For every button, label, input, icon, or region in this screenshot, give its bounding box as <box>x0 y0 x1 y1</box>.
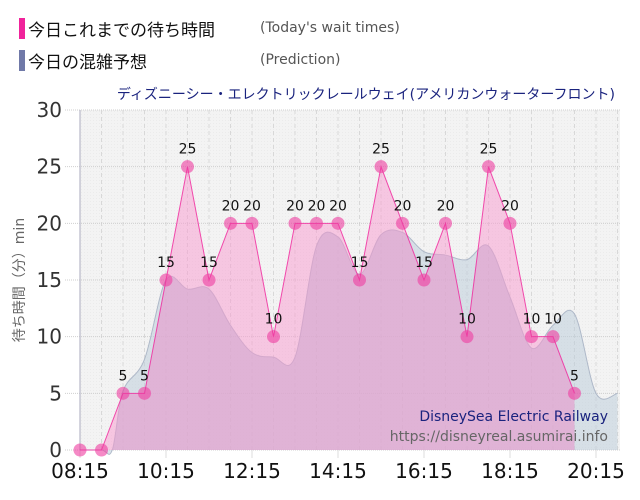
legend-item-prediction[interactable]: 今日の混雑予想 (Prediction) <box>19 49 341 73</box>
data-label: 10 <box>544 312 562 328</box>
data-point <box>159 273 173 287</box>
data-label: 15 <box>200 255 218 271</box>
watermark-title: DisneySea Electric Railway <box>419 409 608 425</box>
legend-label-prediction: 今日の混雑予想 <box>28 52 147 73</box>
x-tick-label: 18:15 <box>481 459 539 483</box>
data-label: 5 <box>119 368 128 384</box>
x-tick-label: 14:15 <box>309 459 367 483</box>
data-label: 5 <box>140 368 149 384</box>
legend-label-today: 今日これまでの待ち時間 <box>28 20 215 41</box>
data-label: 20 <box>222 198 240 214</box>
legend-swatch-prediction <box>19 49 25 71</box>
data-point <box>374 160 388 174</box>
today-line <box>80 164 575 451</box>
data-point <box>73 443 87 457</box>
chart-title: ディズニーシー・エレクトリックレールウェイ(アメリカンウォーターフロント) <box>117 86 615 103</box>
y-axis-label: 待ち時間（分）min <box>12 218 28 342</box>
data-point <box>310 216 323 230</box>
data-label: 20 <box>437 198 455 214</box>
data-point <box>224 216 237 230</box>
data-point <box>396 216 409 230</box>
legend-sublabel-prediction: (Prediction) <box>260 52 341 68</box>
data-point <box>331 216 345 230</box>
x-tick-label: 12:15 <box>223 459 281 483</box>
data-label: 15 <box>351 255 369 271</box>
data-point <box>525 330 538 344</box>
data-label: 20 <box>243 198 261 214</box>
data-point <box>245 216 259 230</box>
data-point <box>546 330 560 344</box>
today-area <box>80 166 575 450</box>
data-label: 15 <box>157 255 175 271</box>
data-label: 25 <box>179 142 197 158</box>
data-label: 10 <box>458 312 476 328</box>
data-point <box>181 160 194 174</box>
data-point <box>202 273 216 287</box>
y-tick-label: 25 <box>37 155 62 179</box>
data-point <box>482 160 495 174</box>
x-tick-label: 08:15 <box>51 459 109 483</box>
data-point <box>95 443 108 457</box>
data-label: 10 <box>523 312 541 328</box>
x-tick-label: 16:15 <box>395 459 453 483</box>
data-label: 20 <box>501 198 519 214</box>
y-tick-label: 5 <box>49 381 62 405</box>
data-point <box>288 216 302 230</box>
data-label: 20 <box>308 198 326 214</box>
data-label: 20 <box>286 198 304 214</box>
y-tick-label: 10 <box>37 325 62 349</box>
data-point <box>460 330 474 344</box>
y-tick-label: 30 <box>37 98 62 122</box>
data-point <box>568 386 581 400</box>
data-label: 5 <box>570 368 579 384</box>
legend-sublabel-today: (Today's wait times) <box>260 20 400 36</box>
data-point <box>267 330 280 344</box>
x-tick-label: 20:15 <box>567 459 625 483</box>
data-point <box>503 216 517 230</box>
data-label: 15 <box>415 255 433 271</box>
data-point <box>116 386 130 400</box>
data-label: 25 <box>480 142 498 158</box>
data-label: 20 <box>329 198 347 214</box>
x-axis: 08:15 10:15 12:15 14:15 16:15 18:15 20:15 <box>51 450 625 483</box>
watermark-url: https://disneyreal.asumirai.info <box>390 429 608 445</box>
data-label: 20 <box>394 198 412 214</box>
y-tick-label: 15 <box>37 268 62 292</box>
today-series <box>80 164 575 451</box>
y-tick-label: 20 <box>37 211 62 235</box>
x-tick-label: 10:15 <box>137 459 195 483</box>
data-point <box>353 273 366 287</box>
y-tick-label: 0 <box>49 438 62 462</box>
legend-item-today[interactable]: 今日これまでの待ち時間 (Today's wait times) <box>19 17 400 41</box>
data-point <box>138 386 151 400</box>
data-point <box>417 273 431 287</box>
data-label: 10 <box>265 312 283 328</box>
data-point <box>439 216 452 230</box>
overlap-area <box>80 229 575 450</box>
y-axis: 0 5 10 15 20 25 30 <box>37 98 62 462</box>
legend-swatch-today <box>19 17 25 39</box>
data-label: 25 <box>372 142 390 158</box>
